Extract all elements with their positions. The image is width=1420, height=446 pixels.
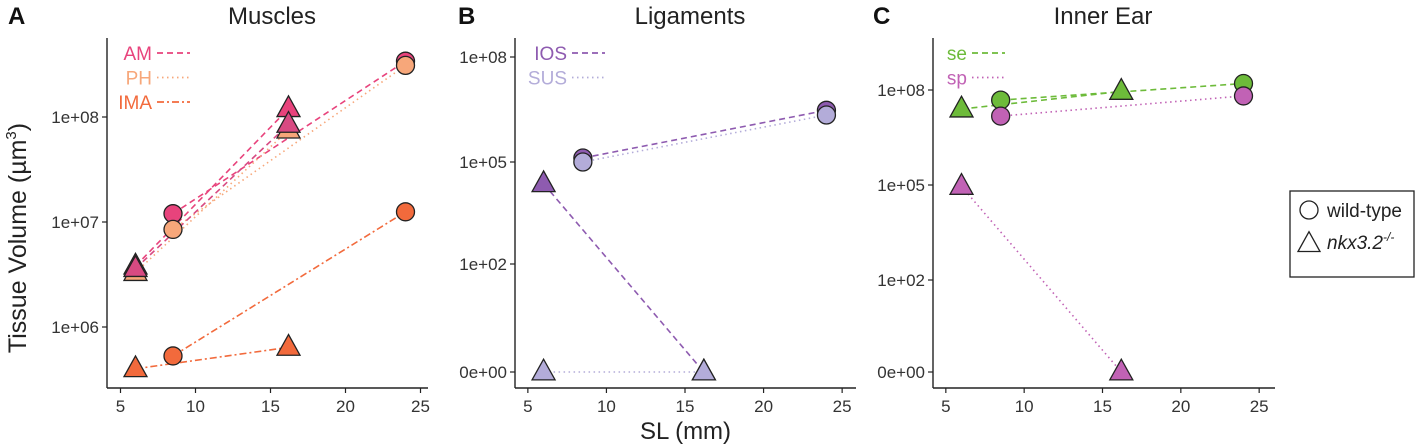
- marker-triangle-am-mutant-variant: [275, 110, 302, 133]
- panel-title: Ligaments: [635, 3, 746, 30]
- y-tick-label: 1e+06: [51, 318, 99, 337]
- marker-circle-ima: [395, 202, 416, 222]
- legend-label-ph: PH: [126, 69, 152, 90]
- y-tick-label: 0e+00: [459, 363, 507, 382]
- panel-letter: A: [8, 3, 25, 30]
- x-tick-label: 25: [1250, 397, 1269, 416]
- panel-letter: C: [873, 3, 890, 30]
- panel-muscles: A Muscles 5 10 15 20 25 1e+06 1e+07 1e+08 AM PH IMA: [8, 3, 430, 416]
- shape-legend-name: nkx3.2: [1327, 233, 1383, 254]
- series-markers: [530, 100, 837, 381]
- x-tick-label: 20: [1171, 397, 1190, 416]
- y-tick-label: 1e+02: [459, 255, 507, 274]
- series-line-se-mut: [961, 90, 1122, 110]
- legend-label-ios: IOS: [534, 44, 567, 65]
- marker-circle-ph: [395, 55, 416, 76]
- x-tick-label: 15: [676, 397, 695, 416]
- y-tick-label: 1e+08: [877, 81, 925, 100]
- marker-triangle-se: [948, 94, 975, 118]
- legend-label-se: se: [947, 44, 967, 65]
- marker-triangle-sp: [1108, 357, 1134, 381]
- series-line-sus-wt: [582, 114, 827, 163]
- x-tick-label: 10: [186, 397, 205, 416]
- marker-circle-sus: [816, 105, 837, 125]
- series-lines: [960, 82, 1244, 373]
- series-line-ios-mut: [542, 183, 705, 373]
- marker-triangle-sp: [948, 172, 975, 195]
- panel-letter: B: [458, 3, 475, 30]
- marker-triangle-am-mutant-variant: [122, 254, 149, 278]
- series-line-ph-wt: [172, 64, 406, 231]
- series-legend: AM PH IMA: [118, 44, 190, 114]
- x-tick-label: 20: [754, 397, 773, 416]
- y-tick-label: 1e+08: [459, 48, 507, 67]
- x-tick-label: 25: [411, 397, 430, 416]
- legend-label-sus: SUS: [528, 69, 567, 90]
- legend-circle-icon: [1299, 200, 1319, 220]
- x-tick-label: 10: [597, 397, 616, 416]
- series-line-am-mut: [134, 108, 290, 267]
- marker-circle-sus: [573, 152, 593, 172]
- marker-triangle-sus: [691, 357, 717, 381]
- y-tick-label: 1e+07: [51, 213, 99, 232]
- y-tick-label: 1e+05: [877, 176, 925, 195]
- series-lines: [542, 109, 827, 373]
- x-tick-label: 15: [261, 397, 280, 416]
- series-line-ios-wt: [582, 109, 827, 159]
- y-tick-label: 1e+05: [459, 153, 507, 172]
- shape-legend-label: nkx3.2-/-: [1327, 230, 1394, 254]
- legend-label-ima: IMA: [118, 93, 152, 114]
- marker-triangle-sus: [530, 357, 557, 381]
- series-line-am-wt: [172, 60, 406, 215]
- shape-legend-name: wild-type: [1326, 201, 1402, 222]
- series-markers: [948, 73, 1254, 381]
- x-tick-label: 20: [336, 397, 355, 416]
- x-tick-label: 25: [833, 397, 852, 416]
- marker-circle-ima: [163, 346, 183, 366]
- legend-label-sp: sp: [947, 69, 967, 90]
- x-tick-label: 5: [941, 397, 950, 416]
- shape-legend: wild-type nkx3.2-/-: [1289, 190, 1415, 278]
- shape-legend-label: wild-type: [1326, 201, 1402, 222]
- panel-inner-ear: C Inner Ear 5 10 15 20 25 0e+00 1e+02 1e+05 1e+08 s…: [873, 3, 1275, 416]
- marker-circle-sp: [1233, 86, 1254, 106]
- marker-triangle-se: [1108, 77, 1134, 100]
- marker-triangle-ios: [530, 169, 557, 193]
- marker-triangle-ima: [275, 333, 302, 356]
- series-line-ph-mut: [134, 129, 290, 274]
- series-markers: [122, 51, 416, 378]
- panel-title: Inner Ear: [1054, 3, 1153, 30]
- marker-triangle-ima: [122, 354, 149, 378]
- y-tick-label: 0e+00: [877, 363, 925, 382]
- y-tick-label: 1e+08: [51, 108, 99, 127]
- legend-triangle-icon: [1296, 230, 1322, 253]
- panel-title: Muscles: [228, 3, 316, 30]
- y-tick-label: 1e+02: [877, 271, 925, 290]
- marker-circle-sp: [991, 106, 1011, 126]
- series-line-ima-mut: [135, 346, 289, 370]
- legend-label-am: AM: [124, 44, 153, 65]
- shape-legend-sup: -/-: [1383, 230, 1394, 244]
- y-axis-label: Tissue Volume (µm3): [3, 123, 32, 353]
- series-lines: [134, 60, 406, 370]
- panel-ligaments: B Ligaments 5 10 15 20 25 0e+00 1e+02 1e+05 1e+08 S…: [458, 3, 856, 445]
- marker-circle-se: [991, 90, 1011, 110]
- x-tick-label: 15: [1093, 397, 1112, 416]
- series-legend: IOS SUS: [528, 44, 605, 90]
- x-tick-label: 10: [1015, 397, 1034, 416]
- series-line-am-mutant-variant-mut: [134, 123, 290, 270]
- marker-circle-ph: [163, 219, 183, 240]
- series-line-sp-mut: [960, 185, 1122, 373]
- series-legend: se sp: [947, 44, 1005, 90]
- series-line-ima-wt: [172, 211, 406, 357]
- series-line-sp-wt: [1000, 95, 1244, 117]
- x-axis-label: SL (mm): [640, 418, 731, 445]
- x-tick-label: 5: [523, 397, 532, 416]
- x-tick-label: 5: [116, 397, 125, 416]
